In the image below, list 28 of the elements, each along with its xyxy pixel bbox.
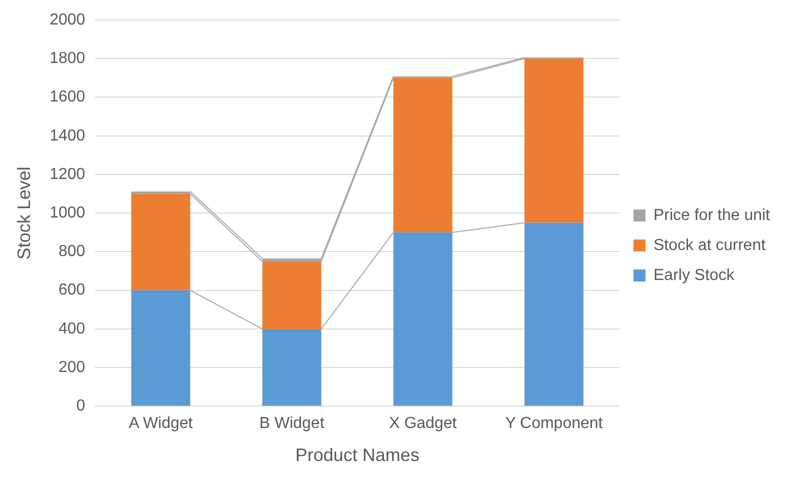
y-tick-label: 200	[58, 358, 86, 376]
y-tick-label: 1800	[50, 50, 86, 68]
x-axis-title: Product Names	[295, 445, 420, 466]
y-tick-label: 1200	[50, 166, 86, 183]
bar	[131, 194, 190, 290]
x-tick-label: A Widget	[128, 415, 194, 432]
legend-label: Stock at current	[654, 236, 766, 254]
y-tick-label: 600	[58, 282, 86, 299]
y-axis-title: Stock Level	[14, 166, 34, 260]
bar	[393, 78, 452, 232]
bar	[524, 58, 584, 223]
y-tick-label: 1400	[50, 127, 86, 144]
legend-label: Price for the unit	[654, 206, 771, 224]
bar	[262, 328, 322, 406]
y-tick-label: 1000	[50, 204, 86, 222]
bar	[393, 232, 452, 406]
bar	[524, 222, 584, 406]
y-tick-label: 400	[58, 320, 86, 338]
y-tick-label: 2000	[50, 11, 86, 28]
y-tick-label: 1600	[50, 88, 86, 106]
x-tick-label: X Gadget	[389, 415, 458, 432]
bar	[262, 261, 322, 329]
x-tick-label: B Widget	[259, 415, 325, 432]
x-tick-label: Y Component	[505, 415, 604, 432]
bar	[131, 290, 190, 406]
y-tick-label: 0	[76, 398, 86, 415]
y-tick-label: 800	[58, 243, 86, 260]
legend-label: Early Stock	[654, 266, 736, 284]
